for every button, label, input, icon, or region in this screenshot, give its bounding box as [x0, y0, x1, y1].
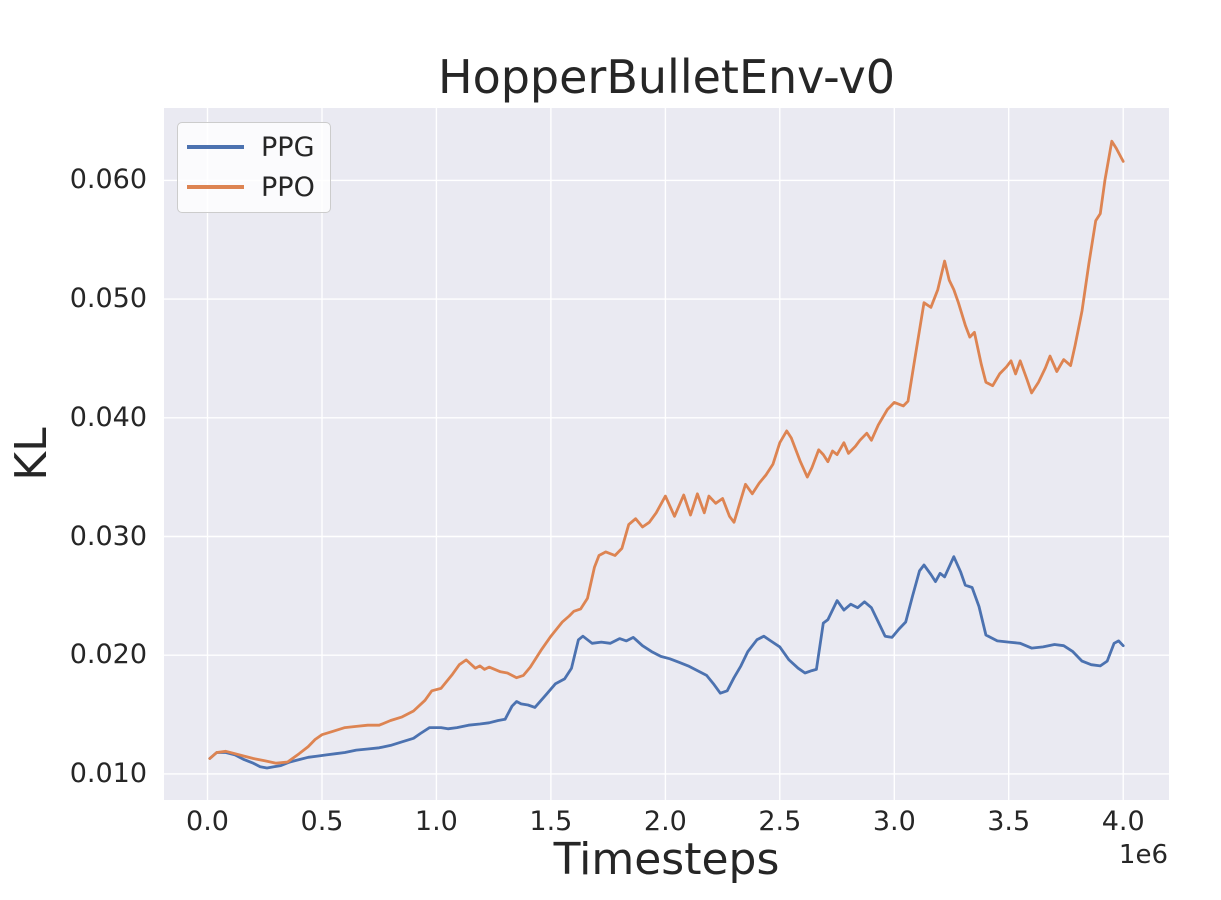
x-tick-label: 0.5 — [300, 806, 344, 837]
x-tick-label: 1.0 — [414, 806, 458, 837]
ppg-line-swatch — [187, 145, 244, 149]
series-line-ppo — [208, 139, 1125, 765]
legend-label-ppo: PPO — [261, 171, 315, 203]
legend: PPG PPO — [177, 122, 331, 213]
x-tick-label: 4.0 — [1101, 806, 1145, 837]
y-tick-label: 0.020 — [69, 639, 147, 671]
x-tick-label: 2.5 — [758, 806, 802, 837]
x-tick-label: 3.5 — [987, 806, 1031, 837]
x-tick-label: 0.0 — [186, 806, 229, 837]
x-axis-offset-label: 1e6 — [1118, 840, 1168, 870]
chart-title: HopperBulletEnv-v0 — [437, 50, 895, 104]
y-tick-label: 0.040 — [69, 401, 147, 433]
y-tick-label: 0.060 — [69, 164, 147, 196]
x-axis-label: Timesteps — [553, 834, 780, 885]
legend-item-ppg: PPG — [178, 127, 330, 167]
plot-area — [164, 108, 1169, 800]
y-tick-label: 0.030 — [69, 520, 147, 552]
ppo-line-swatch — [187, 185, 244, 189]
x-tick-label: 1.5 — [529, 806, 573, 837]
series-line-ppg — [208, 555, 1125, 770]
legend-label-ppg: PPG — [261, 131, 315, 163]
x-tick-label: 2.0 — [643, 806, 687, 837]
y-tick-label: 0.010 — [69, 757, 147, 789]
legend-item-ppo: PPO — [178, 167, 330, 207]
x-tick-label: 3.0 — [872, 806, 916, 837]
y-tick-label: 0.050 — [69, 283, 147, 315]
y-axis-label: KL — [6, 427, 57, 481]
